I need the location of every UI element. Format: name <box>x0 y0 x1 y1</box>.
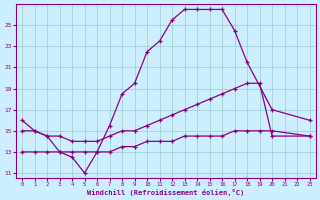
X-axis label: Windchill (Refroidissement éolien,°C): Windchill (Refroidissement éolien,°C) <box>87 189 244 196</box>
